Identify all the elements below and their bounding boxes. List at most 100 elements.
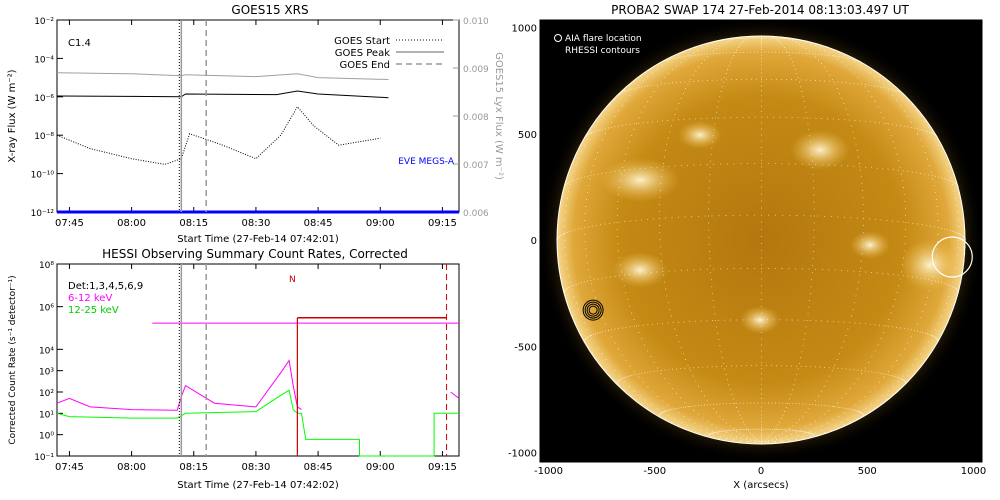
hessi-legend: Det:1,3,4,5,6,9 6-12 keV 12-25 keV [68, 281, 143, 316]
x-tick-label: 08:00 [117, 462, 146, 473]
solar-disk [557, 36, 965, 444]
goes-plot-frame [56, 19, 460, 213]
goes-legend: GOES Start GOES Peak GOES End [334, 36, 444, 71]
map-x-axis-label: X (arcsecs) [733, 480, 789, 491]
goes-right-ticks: 0.010 0.009 0.008 0.007 0.006 [453, 17, 489, 219]
hessi-event-lines [178, 264, 448, 456]
map-y-tick-label: -500 [514, 342, 537, 353]
legend-detectors: Det:1,3,4,5,6,9 [68, 281, 143, 292]
legend-rhessi: RHESSI contours [565, 46, 640, 56]
x-tick-label: 07:45 [55, 462, 84, 473]
y2-tick-label: 0.010 [463, 17, 489, 27]
y-tick-label: 10⁻¹² [31, 209, 55, 219]
x-tick-label: 08:45 [304, 462, 333, 473]
hessi-y-ticks: 10⁸ 10⁶ 10⁴ 10³ 10² 10¹ 10⁰ 10⁻¹ [34, 261, 63, 463]
x-tick-label: 08:15 [179, 218, 208, 229]
goes-x-ticks: 07:45 08:00 08:15 08:30 08:45 09:00 09:15 [55, 20, 457, 229]
series-line-1 [56, 389, 459, 457]
goes-class-label: C1.4 [68, 38, 91, 49]
y2-tick-label: 0.006 [463, 209, 489, 219]
x-tick-label: 08:30 [242, 218, 271, 229]
series-line-0 [56, 359, 460, 411]
grid-dots [557, 35, 966, 443]
map-x-ticks: -1000 -500 0 500 1000 [534, 456, 986, 477]
hessi-y-axis-label: Corrected Count Rate (s⁻¹ detector⁻¹) [8, 275, 18, 444]
x-tick-label: 09:15 [428, 462, 457, 473]
hessi-series [56, 317, 460, 457]
map-y-tick-label: -1000 [508, 449, 537, 460]
x-tick-label: 07:45 [55, 218, 84, 229]
rhessi-contour [582, 299, 604, 321]
goes-event-lines [178, 20, 207, 212]
map-x-tick-label: -1000 [534, 466, 563, 477]
hessi-plot-frame [56, 263, 460, 457]
limb-circle [556, 35, 966, 445]
hessi-panel: HESSI Observing Summary Count Rates, Cor… [8, 247, 460, 491]
x-tick-label: 09:00 [366, 462, 395, 473]
legend-goes-end: GOES End [340, 60, 390, 71]
rhessi-contour [586, 303, 600, 317]
x-tick-label: 08:45 [304, 218, 333, 229]
x-tick-label: 08:30 [242, 462, 271, 473]
swap-title: PROBA2 SWAP 174 27-Feb-2014 08:13:03.497… [611, 3, 909, 17]
map-y-ticks: 1000 500 0 -500 -1000 [508, 24, 546, 460]
eve-label: EVE MEGS-A [398, 157, 455, 167]
swap-legend: AIA flare location RHESSI contours [554, 34, 642, 56]
y-tick-label: 10² [39, 389, 54, 399]
y-tick-label: 10⁰ [39, 432, 54, 442]
y-tick-label: 10³ [39, 368, 54, 378]
map-x-tick-label: 0 [758, 466, 764, 477]
map-y-tick-label: 500 [518, 130, 537, 141]
series-line-0 [56, 72, 389, 80]
hessi-x-axis-label: Start Time (27-Feb-14 07:42:02) [177, 480, 339, 491]
y-tick-label: 10⁻⁶ [34, 94, 54, 104]
legend-aia: AIA flare location [565, 34, 642, 44]
x-tick-label: 09:15 [428, 218, 457, 229]
hessi-x-ticks: 07:45 08:00 08:15 08:30 08:45 09:00 09:15 [55, 264, 457, 473]
x-tick-label: 08:00 [117, 218, 146, 229]
y-tick-label: 10⁻⁴ [34, 55, 54, 65]
series-line-2 [56, 105, 381, 165]
map-overlays [582, 236, 973, 321]
y2-tick-label: 0.007 [463, 161, 489, 171]
x-tick-label: 09:00 [366, 218, 395, 229]
goes-y-ticks: 10⁻² 10⁻⁴ 10⁻⁶ 10⁻⁸ 10⁻¹⁰ 10⁻¹² [31, 17, 63, 219]
map-y-tick-label: 0 [531, 236, 537, 247]
y2-tick-label: 0.008 [463, 113, 489, 123]
goes-title: GOES15 XRS [231, 3, 308, 17]
legend-goes-start: GOES Start [334, 36, 390, 47]
map-x-tick-label: 500 [858, 466, 877, 477]
swap-panel: PROBA2 SWAP 174 27-Feb-2014 08:13:03.497… [508, 3, 986, 491]
active-region-brightenings [600, 121, 960, 334]
legend-rhessi-icon [554, 46, 562, 54]
map-x-tick-label: -500 [643, 466, 666, 477]
y-tick-label: 10⁶ [39, 304, 54, 314]
rhessi-contour [584, 301, 602, 319]
goes-y2-axis-label: GOES15 Lyx Flux (W m⁻²) [493, 52, 504, 180]
legend-6-12-kev: 6-12 keV [68, 293, 112, 304]
goes-series [56, 72, 459, 214]
goes-panel: GOES15 XRS 07:45 08:00 08:15 08:30 08:45 09:0… [7, 3, 504, 245]
series-line-1 [56, 90, 389, 99]
y-tick-label: 10⁴ [39, 346, 54, 356]
heliographic-grid [557, 35, 966, 443]
y-tick-label: 10⁻¹ [34, 453, 54, 463]
legend-aia-icon [554, 34, 562, 42]
legend-goes-peak: GOES Peak [335, 48, 390, 59]
y-tick-label: 10¹ [39, 410, 54, 420]
goes-y-axis-label: X-ray Flux (W m⁻²) [7, 69, 18, 162]
legend-12-25-kev: 12-25 keV [68, 305, 119, 316]
map-x-tick-label: 1000 [961, 466, 986, 477]
rhessi-contour [588, 305, 598, 315]
map-y-tick-label: 1000 [512, 24, 537, 35]
goes-x-axis-label: Start Time (27-Feb-14 07:42:01) [177, 234, 339, 245]
y-tick-label: 10⁻⁸ [34, 132, 54, 142]
aia-flare-location-circle [931, 236, 973, 278]
y-tick-label: 10⁻² [34, 17, 54, 27]
y-tick-label: 10⁸ [39, 261, 54, 271]
y2-tick-label: 0.009 [463, 65, 489, 75]
x-tick-label: 08:15 [179, 462, 208, 473]
y-tick-label: 10⁻¹⁰ [31, 171, 55, 181]
hessi-marker-n: N [289, 275, 296, 285]
